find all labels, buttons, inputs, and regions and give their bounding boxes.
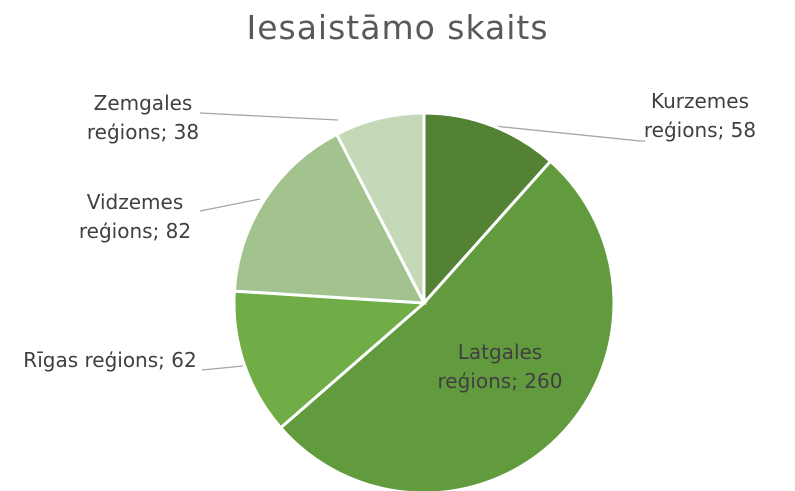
data-label: Zemgales reģions; 38 [86, 91, 200, 144]
leader-line [199, 112, 339, 121]
data-label: Rīgas reģions; 62 [23, 348, 197, 372]
leader-line [199, 198, 261, 212]
leader-lines [199, 112, 645, 371]
pie-slice [422, 111, 553, 307]
data-label: Kurzemes reģions; 58 [643, 89, 757, 142]
pie-slice [278, 159, 616, 491]
leader-line [493, 125, 645, 142]
chart-title: Iesaistāmo skaits [246, 8, 549, 47]
leader-line [201, 365, 244, 371]
pie-slice [232, 289, 428, 430]
pie-slice [232, 132, 427, 305]
data-label: Vidzemes reģions; 82 [78, 190, 192, 243]
data-label: Latgales reģions; 260 [437, 340, 563, 393]
pie-slice [334, 111, 426, 304]
